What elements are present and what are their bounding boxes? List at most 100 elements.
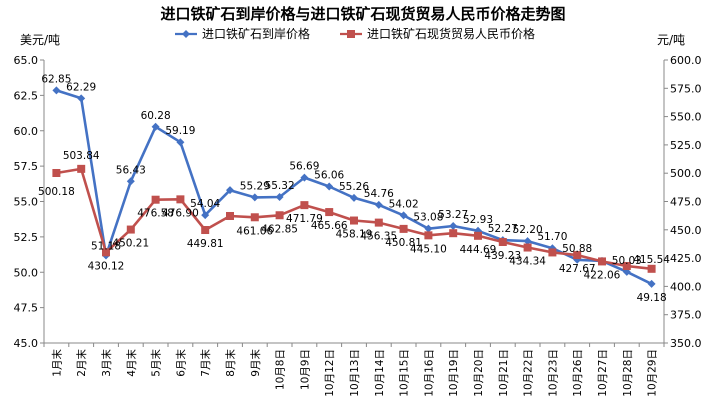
- left-tick-label: 62.5: [14, 89, 39, 102]
- series-2-point: [176, 195, 185, 204]
- left-tick-label: 50.0: [14, 266, 39, 279]
- series-2-point: [399, 224, 408, 233]
- series-2-data-label: 461.06: [236, 225, 273, 237]
- series-2-data-label: 422.06: [584, 269, 621, 281]
- series-2-data-label: 415.54: [633, 254, 670, 266]
- x-tick-label: 7月末: [199, 349, 212, 377]
- series-2-point: [201, 226, 210, 235]
- series-2-point: [325, 208, 334, 217]
- series-2-data-label: 503.84: [63, 150, 100, 162]
- series-1-point: [201, 211, 210, 220]
- series-1-point: [523, 237, 532, 246]
- series-1-point: [424, 224, 433, 233]
- series-2-data-label: 500.18: [38, 186, 75, 198]
- series-1-point: [52, 86, 61, 95]
- right-tick-label: 425.0: [670, 252, 702, 265]
- series-1-point: [126, 177, 135, 186]
- series-2-point: [498, 237, 507, 246]
- right-tick-label: 450.0: [670, 224, 702, 237]
- series-2-data-label: 458.19: [336, 229, 373, 241]
- x-tick-label: 10月9日: [299, 349, 311, 390]
- series-1-point: [77, 94, 86, 103]
- right-tick-label: 600.0: [670, 54, 702, 67]
- series-1-point: [176, 138, 185, 147]
- series-2-data-label: 476.58: [137, 208, 174, 220]
- series-2-point: [598, 257, 606, 266]
- right-tick-label: 500.0: [670, 167, 702, 180]
- series-1-data-label: 62.85: [41, 73, 71, 85]
- series-2-data-label: 439.23: [484, 250, 521, 262]
- left-tick-label: 47.5: [14, 302, 39, 315]
- right-tick-label: 475.0: [670, 196, 702, 209]
- x-tick-label: 10月28日: [622, 349, 634, 397]
- right-tick-label: 525.0: [670, 139, 702, 152]
- x-tick-label: 6月末: [174, 349, 187, 377]
- series-2-point: [622, 262, 631, 271]
- series-1-data-label: 55.26: [339, 181, 369, 193]
- x-tick-label: 10月13日: [349, 349, 361, 397]
- series-1-data-label: 55.29: [240, 180, 270, 192]
- series-2-data-label: 444.69: [460, 244, 497, 256]
- legend-series-1-marker: [182, 30, 190, 38]
- right-tick-label: 350.0: [670, 337, 702, 350]
- series-2-data-label: 462.85: [261, 223, 298, 235]
- right-tick-label: 550.0: [670, 111, 702, 124]
- left-tick-label: 55.0: [14, 196, 39, 209]
- right-axis-unit: 元/吨: [657, 33, 685, 47]
- axes: 45.0 47.5 50.0 52.5 55.0 57.5 60.0 62.5 65.0 350.…: [14, 54, 702, 397]
- x-tick-label: 10月21日: [498, 349, 510, 397]
- x-tick-label: 10月20日: [473, 349, 485, 397]
- x-tick-label: 3月末: [100, 349, 113, 377]
- x-tick-label: 2月末: [75, 349, 88, 377]
- legend-series-2-marker: [347, 30, 355, 38]
- x-tick-label: 10月15日: [399, 349, 411, 397]
- series-2-point: [523, 243, 532, 252]
- series-2-data-label: 471.79: [286, 213, 323, 225]
- series-1-data-label: 54.02: [389, 198, 419, 210]
- series-2-point: [275, 211, 284, 220]
- series-1-data-label: 51.18: [91, 241, 121, 253]
- series-1-data-label: 50.03: [612, 255, 642, 267]
- series-1-data-label: 54.04: [190, 198, 220, 210]
- series-2-data-label: 445.10: [410, 243, 447, 255]
- series-2-data-label: 427.67: [559, 263, 596, 275]
- legend-series-1-label: 进口铁矿石到岸价格: [202, 26, 310, 41]
- series-2-data-label: 450.81: [385, 237, 422, 249]
- x-tick-label: 10月23日: [547, 349, 559, 397]
- series-1-data-label: 60.28: [141, 110, 171, 122]
- right-tick-label: 375.0: [670, 309, 702, 322]
- series-1-point: [647, 279, 656, 288]
- series-2-data-label: 476.90: [162, 207, 199, 219]
- x-tick-label: 10月27日: [597, 349, 609, 397]
- right-tick-label: 575.0: [670, 82, 702, 95]
- series-2-point: [424, 231, 433, 240]
- series-1-data-label: 53.08: [413, 212, 443, 224]
- x-tick-label: 9月末: [249, 349, 262, 377]
- left-tick-label: 45.0: [14, 337, 39, 350]
- series-2-point: [350, 216, 358, 225]
- series-1-point: [250, 193, 259, 202]
- x-tick-label: 10月19日: [448, 349, 460, 397]
- series-2-point: [474, 231, 482, 240]
- series-2-point: [226, 211, 234, 220]
- series-2-point: [300, 201, 309, 210]
- left-tick-label: 57.5: [14, 160, 39, 173]
- x-tick-label: 10月29日: [647, 349, 659, 397]
- series-1-point: [449, 221, 458, 230]
- x-tick-label: 10月22日: [523, 349, 535, 397]
- series-1-data-label: 56.06: [314, 170, 344, 182]
- legend-series-2-label: 进口铁矿石现货贸易人民币价格: [367, 26, 535, 41]
- x-tick-label: 1月末: [50, 349, 63, 377]
- series-1-data-label: 52.93: [463, 214, 493, 226]
- series-1-point: [399, 211, 408, 220]
- series-1-data-label: 56.69: [289, 161, 319, 173]
- left-tick-label: 60.0: [14, 125, 39, 138]
- series-2-point: [250, 213, 259, 222]
- series-1-data-label: 52.20: [513, 224, 543, 236]
- left-axis-unit: 美元/吨: [20, 33, 60, 47]
- series-1-point: [374, 200, 383, 209]
- x-tick-label: 10月26日: [572, 349, 584, 397]
- x-tick-label: 10月16日: [423, 349, 435, 397]
- series-2-point: [102, 248, 110, 257]
